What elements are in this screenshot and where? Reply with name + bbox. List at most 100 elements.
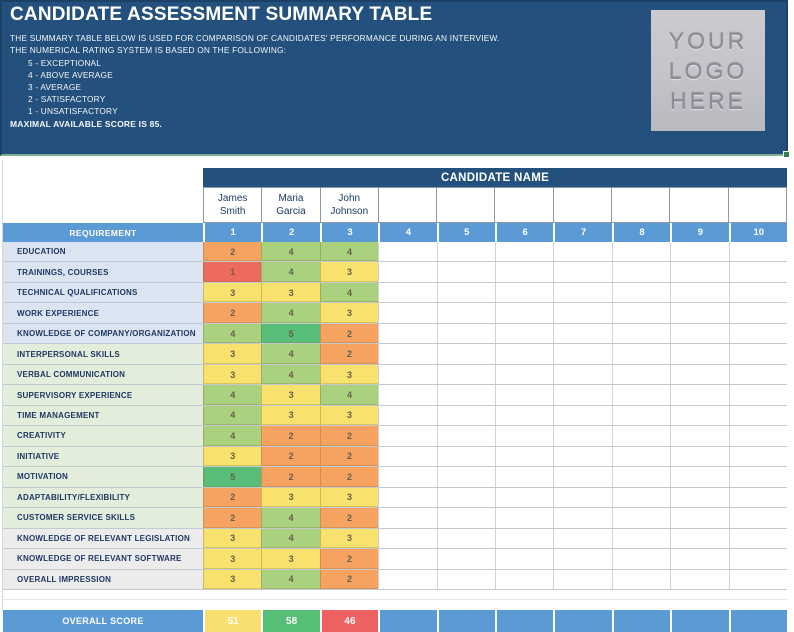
empty-score-cell[interactable] bbox=[670, 569, 729, 589]
empty-score-cell[interactable] bbox=[670, 446, 729, 467]
empty-score-cell[interactable] bbox=[728, 282, 787, 303]
empty-score-cell[interactable] bbox=[436, 344, 495, 364]
empty-score-cell[interactable] bbox=[436, 446, 495, 467]
logo-placeholder[interactable]: YOUR LOGO HERE bbox=[651, 10, 765, 131]
empty-score-cell[interactable] bbox=[611, 323, 671, 344]
empty-score-cell[interactable] bbox=[378, 323, 437, 344]
score-cell[interactable]: 2 bbox=[261, 467, 320, 487]
empty-score-cell[interactable] bbox=[670, 323, 729, 344]
empty-score-cell[interactable] bbox=[436, 323, 495, 344]
empty-score-cell[interactable] bbox=[611, 262, 671, 282]
score-cell[interactable]: 4 bbox=[319, 242, 379, 262]
empty-score-cell[interactable] bbox=[553, 282, 612, 303]
empty-score-cell[interactable] bbox=[728, 344, 787, 364]
empty-score-cell[interactable] bbox=[495, 385, 554, 405]
empty-score-cell[interactable] bbox=[728, 426, 787, 446]
empty-score-cell[interactable] bbox=[495, 446, 554, 467]
candidate-name-cell[interactable] bbox=[437, 188, 496, 223]
score-cell[interactable]: 4 bbox=[203, 385, 262, 405]
score-cell[interactable]: 4 bbox=[319, 385, 379, 405]
empty-score-cell[interactable] bbox=[495, 242, 554, 262]
empty-score-cell[interactable] bbox=[436, 549, 495, 569]
empty-score-cell[interactable] bbox=[670, 508, 729, 528]
empty-score-cell[interactable] bbox=[728, 405, 787, 426]
candidate-name-cell[interactable] bbox=[378, 188, 438, 223]
empty-score-cell[interactable] bbox=[728, 364, 787, 385]
score-cell[interactable]: 2 bbox=[319, 446, 379, 467]
score-cell[interactable]: 2 bbox=[261, 446, 320, 467]
empty-score-cell[interactable] bbox=[436, 569, 495, 589]
empty-score-cell[interactable] bbox=[495, 508, 554, 528]
empty-score-cell[interactable] bbox=[611, 528, 671, 549]
empty-score-cell[interactable] bbox=[670, 549, 729, 569]
empty-score-cell[interactable] bbox=[553, 569, 612, 589]
empty-score-cell[interactable] bbox=[436, 282, 495, 303]
empty-score-cell[interactable] bbox=[378, 385, 437, 405]
empty-score-cell[interactable] bbox=[378, 344, 437, 364]
empty-score-cell[interactable] bbox=[553, 242, 612, 262]
empty-score-cell[interactable] bbox=[378, 426, 437, 446]
empty-score-cell[interactable] bbox=[728, 467, 787, 487]
empty-score-cell[interactable] bbox=[670, 385, 729, 405]
empty-score-cell[interactable] bbox=[495, 569, 554, 589]
score-cell[interactable]: 3 bbox=[203, 446, 262, 467]
score-cell[interactable]: 2 bbox=[261, 426, 320, 446]
score-cell[interactable]: 3 bbox=[319, 262, 379, 282]
empty-score-cell[interactable] bbox=[553, 262, 612, 282]
empty-score-cell[interactable] bbox=[378, 467, 437, 487]
score-cell[interactable]: 3 bbox=[319, 487, 379, 508]
score-cell[interactable]: 3 bbox=[319, 303, 379, 323]
empty-score-cell[interactable] bbox=[611, 549, 671, 569]
score-cell[interactable]: 4 bbox=[261, 262, 320, 282]
candidate-name-cell[interactable] bbox=[728, 188, 787, 223]
empty-score-cell[interactable] bbox=[611, 487, 671, 508]
score-cell[interactable]: 2 bbox=[203, 303, 262, 323]
empty-score-cell[interactable] bbox=[553, 385, 612, 405]
score-cell[interactable]: 4 bbox=[261, 528, 320, 549]
score-cell[interactable]: 3 bbox=[203, 528, 262, 549]
score-cell[interactable]: 2 bbox=[203, 487, 262, 508]
empty-score-cell[interactable] bbox=[670, 528, 729, 549]
score-cell[interactable]: 5 bbox=[203, 467, 262, 487]
empty-score-cell[interactable] bbox=[611, 405, 671, 426]
empty-score-cell[interactable] bbox=[495, 426, 554, 446]
empty-score-cell[interactable] bbox=[611, 385, 671, 405]
candidate-name-cell[interactable] bbox=[612, 188, 671, 223]
empty-score-cell[interactable] bbox=[436, 528, 495, 549]
score-cell[interactable]: 3 bbox=[261, 282, 320, 303]
empty-score-cell[interactable] bbox=[436, 426, 495, 446]
score-cell[interactable]: 2 bbox=[319, 467, 379, 487]
empty-score-cell[interactable] bbox=[728, 303, 787, 323]
candidate-name-cell[interactable] bbox=[670, 188, 729, 223]
score-cell[interactable]: 4 bbox=[203, 405, 262, 426]
empty-score-cell[interactable] bbox=[378, 282, 437, 303]
empty-score-cell[interactable] bbox=[553, 487, 612, 508]
score-cell[interactable]: 2 bbox=[203, 242, 262, 262]
empty-score-cell[interactable] bbox=[495, 303, 554, 323]
score-cell[interactable]: 3 bbox=[203, 344, 262, 364]
empty-score-cell[interactable] bbox=[436, 487, 495, 508]
candidate-name-cell[interactable]: James Smith bbox=[204, 188, 263, 223]
score-cell[interactable]: 2 bbox=[319, 323, 379, 344]
empty-score-cell[interactable] bbox=[670, 467, 729, 487]
empty-score-cell[interactable] bbox=[728, 446, 787, 467]
score-cell[interactable]: 3 bbox=[203, 549, 262, 569]
score-cell[interactable]: 4 bbox=[261, 508, 320, 528]
score-cell[interactable]: 2 bbox=[203, 508, 262, 528]
empty-score-cell[interactable] bbox=[611, 303, 671, 323]
empty-score-cell[interactable] bbox=[728, 487, 787, 508]
empty-score-cell[interactable] bbox=[553, 446, 612, 467]
empty-score-cell[interactable] bbox=[436, 508, 495, 528]
empty-score-cell[interactable] bbox=[553, 549, 612, 569]
score-cell[interactable]: 5 bbox=[261, 323, 320, 344]
score-cell[interactable]: 3 bbox=[203, 364, 262, 385]
empty-score-cell[interactable] bbox=[378, 508, 437, 528]
score-cell[interactable]: 3 bbox=[203, 569, 262, 589]
empty-score-cell[interactable] bbox=[495, 487, 554, 508]
empty-score-cell[interactable] bbox=[553, 508, 612, 528]
empty-score-cell[interactable] bbox=[670, 405, 729, 426]
score-cell[interactable]: 3 bbox=[319, 364, 379, 385]
score-cell[interactable]: 4 bbox=[261, 303, 320, 323]
empty-score-cell[interactable] bbox=[436, 303, 495, 323]
candidate-name-cell[interactable] bbox=[553, 188, 613, 223]
